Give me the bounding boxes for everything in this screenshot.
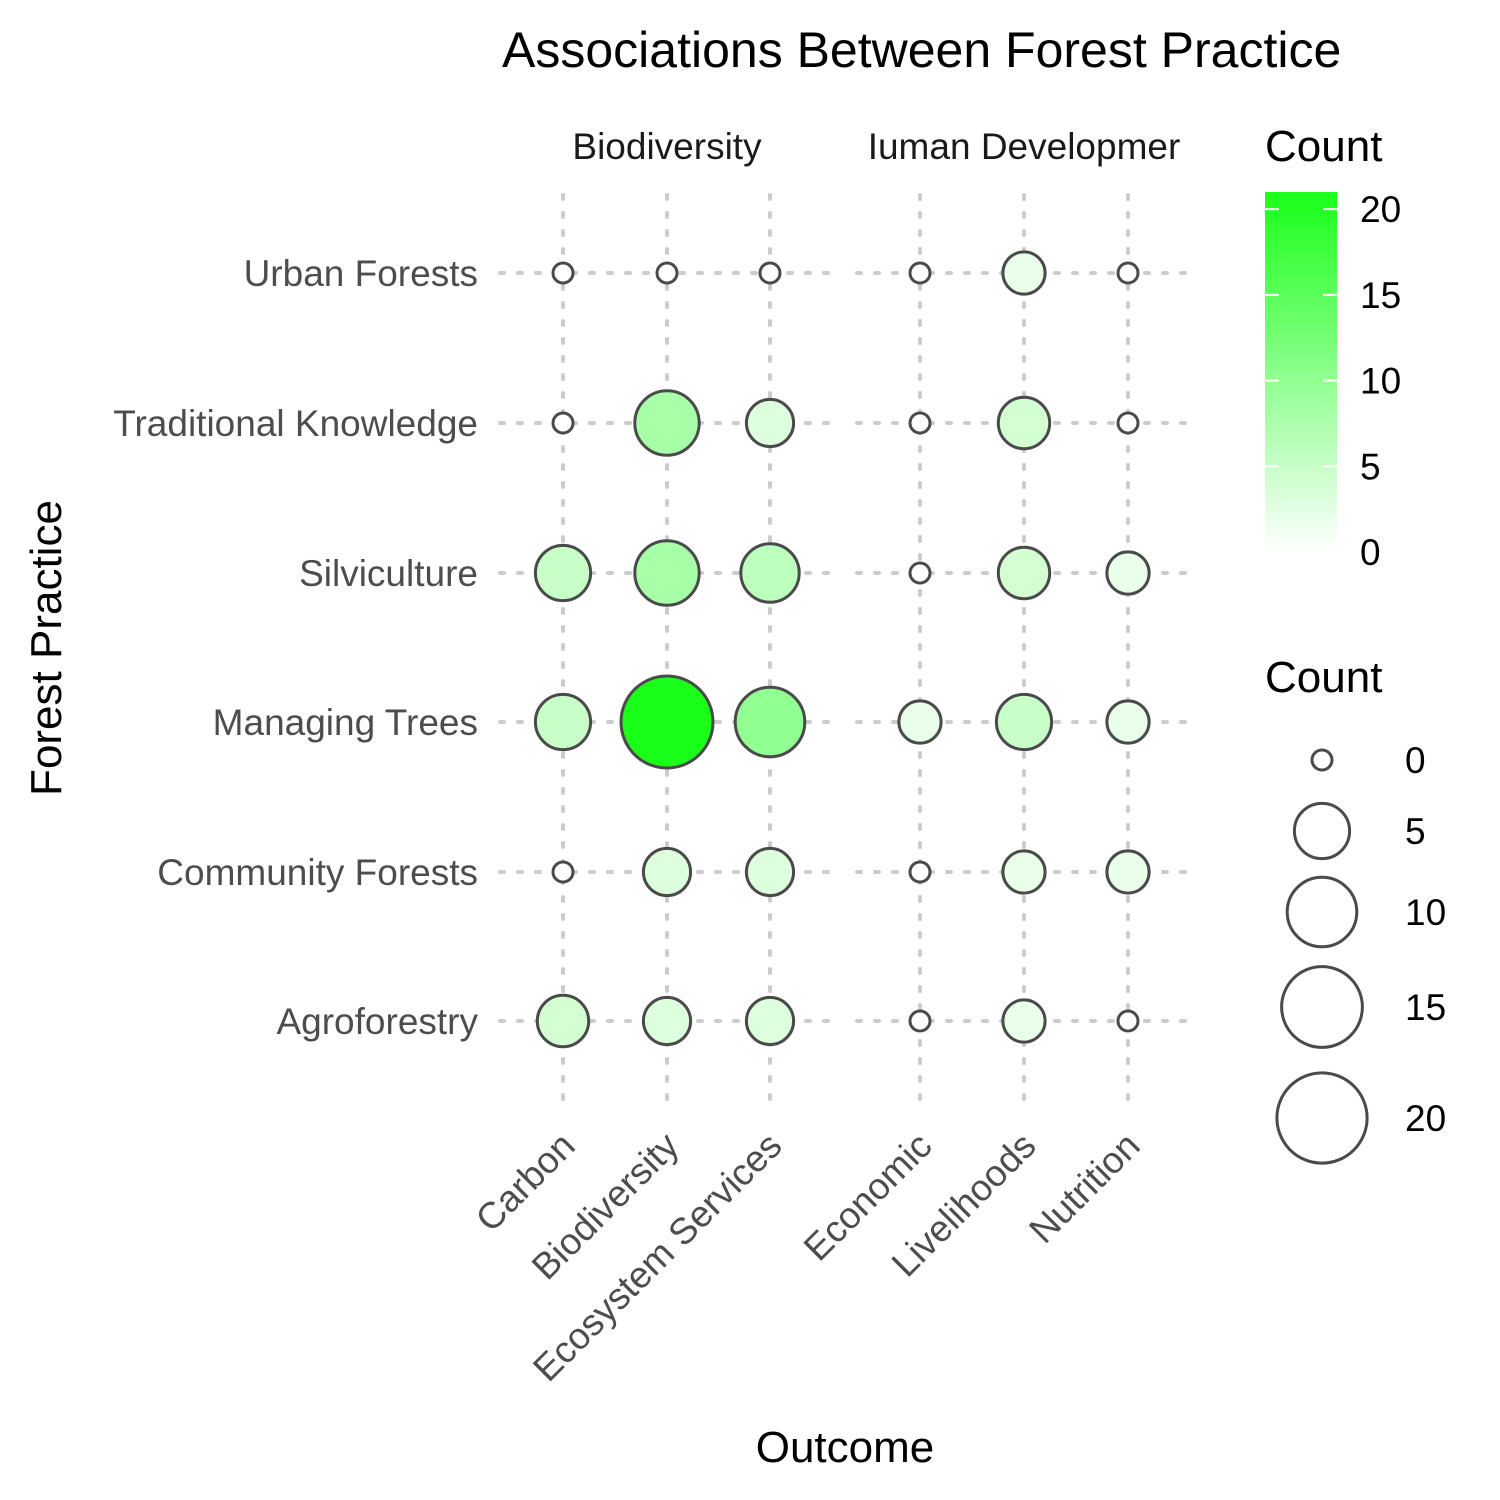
size-legend-key [1280,965,1364,1049]
bubble-traditional-knowledge-economic [908,411,932,435]
bubble-urban-forests-nutrition [1116,261,1140,285]
color-legend: Count 0 5 10 15 20 [1265,122,1401,573]
size-legend-label: 15 [1405,987,1446,1028]
bubble-agroforestry-biodiversity [641,995,693,1047]
bubble-agroforestry-livelihoods [1001,998,1047,1044]
bubble-traditional-knowledge-biodiversity [633,389,701,457]
y-tick-label: Managing Trees [213,702,478,743]
bubble-managing-trees-economic [897,699,943,745]
y-tick-label: Urban Forests [244,253,478,294]
y-tick-label: Agroforestry [276,1001,478,1042]
colorbar-tick-label: 15 [1360,275,1401,316]
bubble-silviculture-carbon [533,543,593,603]
size-legend-title: Count [1265,653,1382,702]
bubble-community-forests-ecosystem-services [744,846,796,898]
colorbar-tick-label: 10 [1360,361,1401,402]
bubble-agroforestry-carbon [535,993,591,1049]
gridlines [498,193,1192,1114]
colorbar-tick-label: 20 [1360,189,1401,230]
bubble-agroforestry-economic [908,1009,932,1033]
bubble-urban-forests-ecosystem-services [758,261,782,285]
y-axis-tick-labels: Urban Forests Traditional Knowledge Silvic… [113,253,478,1042]
bubble-managing-trees-nutrition [1105,699,1151,745]
y-tick-label: Community Forests [157,852,478,893]
bubble-silviculture-livelihoods [996,545,1052,601]
bubble-managing-trees-carbon [533,692,593,752]
colorbar-tick-label: 5 [1360,446,1381,487]
bubble-community-forests-carbon [551,860,575,884]
bubble-traditional-knowledge-carbon [551,411,575,435]
bubble-urban-forests-economic [908,261,932,285]
x-axis-title: Outcome [756,1423,935,1472]
bubble-managing-trees-biodiversity [619,674,715,770]
bubbles [533,250,1151,1049]
bubble-community-forests-livelihoods [1001,849,1047,895]
bubble-agroforestry-ecosystem-services [744,995,796,1047]
size-legend-keys: 0 5 10 15 20 [1275,740,1446,1165]
size-legend-key [1285,875,1359,949]
y-tick-label: Traditional Knowledge [113,403,478,444]
size-legend-key [1292,801,1352,861]
chart-title: Associations Between Forest Practice [502,22,1341,78]
size-legend-label: 20 [1405,1098,1446,1139]
bubble-community-forests-economic [908,860,932,884]
bubble-urban-forests-livelihoods [1001,250,1047,296]
y-axis-title: Forest Practice [22,500,71,796]
size-legend-key [1310,748,1334,772]
bubble-traditional-knowledge-ecosystem-services [744,397,796,449]
bubble-managing-trees-livelihoods [994,692,1054,752]
bubble-agroforestry-nutrition [1116,1009,1140,1033]
color-legend-title: Count [1265,122,1382,171]
facet-strip-label: Iuman Developmer [868,126,1181,167]
size-legend: Count 0 5 10 15 20 [1265,653,1446,1165]
size-legend-key [1275,1071,1369,1165]
x-tick-label: Nutrition [1021,1125,1147,1251]
bubble-silviculture-nutrition [1105,550,1151,596]
size-legend-label: 5 [1405,811,1426,852]
bubble-silviculture-ecosystem-services [739,542,801,604]
bubble-community-forests-nutrition [1105,849,1151,895]
bubble-managing-trees-ecosystem-services [733,685,807,759]
bubble-community-forests-biodiversity [641,846,693,898]
bubble-silviculture-economic [908,561,932,585]
facet-strip-label: Biodiversity [572,126,762,167]
bubble-urban-forests-biodiversity [655,261,679,285]
bubble-urban-forests-carbon [551,261,575,285]
colorbar-tick-label: 0 [1360,532,1381,573]
colorbar [1265,192,1337,552]
size-legend-label: 0 [1405,740,1426,781]
bubble-silviculture-biodiversity [633,539,701,607]
y-tick-label: Silviculture [299,553,478,594]
bubble-traditional-knowledge-livelihoods [996,395,1052,451]
colorbar-ticks: 0 5 10 15 20 [1265,189,1401,573]
bubble-traditional-knowledge-nutrition [1116,411,1140,435]
size-legend-label: 10 [1405,892,1446,933]
